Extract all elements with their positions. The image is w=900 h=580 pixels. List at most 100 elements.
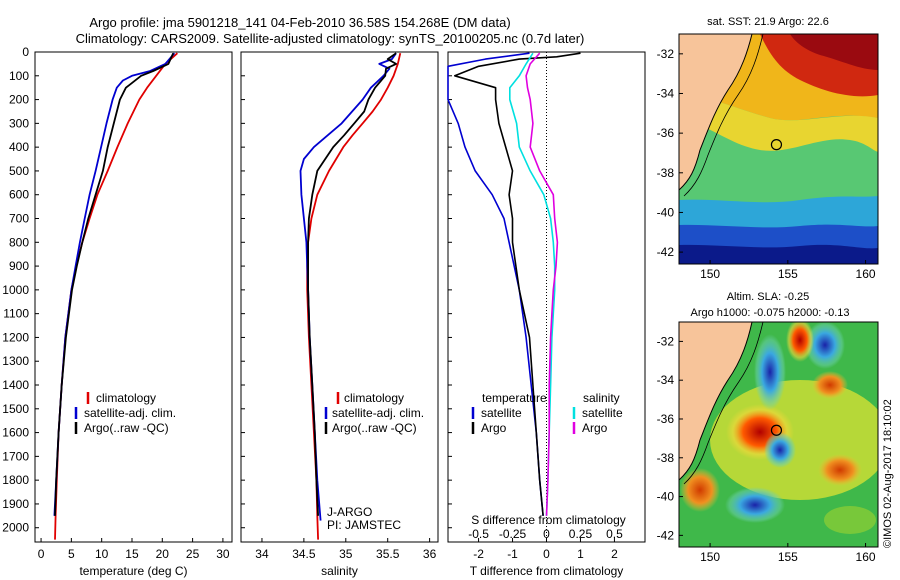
x-tick-label: -1 [507,547,518,561]
x-axis-label: salinity [321,564,358,578]
sla-map-title-line2: Argo h1000: -0.075 h2000: -0.13 [690,307,849,319]
lat-tick-label: -36 [657,412,675,426]
depth-tick-label: 1700 [2,449,29,463]
depth-tick-label: 1200 [2,330,29,344]
temperature-panel [34,51,233,543]
legend-label-s-satellite: satellite [582,406,623,420]
x-tick-label: 30 [216,547,230,561]
lat-tick-label: -42 [657,528,675,542]
legend-header-temperature: temperature [482,391,547,405]
lat-tick-label: -34 [657,86,675,100]
difference-legend: temperature salinity satellite Argo sate… [471,391,623,435]
legend-label-t-argo: Argo [481,421,507,435]
s-axis-label: S difference from climatology [471,513,626,527]
x-axis-label: temperature (deg C) [79,564,187,578]
depth-tick-label: 1500 [2,402,29,416]
lat-tick-label: -32 [657,334,675,348]
depth-tick-label: 200 [9,93,29,107]
sla-cold-eddy-north [754,334,786,410]
imos-credit: ©IMOS 02-Aug-2017 18:10:02 [882,399,894,548]
x-tick-label: 5 [68,547,75,561]
lon-tick-label: 155 [778,267,798,281]
sla-green-region [824,506,876,534]
legend-label-argo: Argo(..raw -QC) [332,421,417,435]
legend-label-t-satellite: satellite [481,406,522,420]
depth-tick-label: 1400 [2,378,29,392]
figure-title-line2: Climatology: CARS2009. Satellite-adjuste… [76,31,585,46]
salinity-legend: climatology satellite-adj. clim. Argo(..… [324,391,424,532]
sla-warm-eddy-southeast [818,454,862,486]
x-tick-label: 2 [611,547,618,561]
x-tick-label: 36 [423,547,437,561]
sst-coldest-region [679,244,878,264]
depth-tick-label: 1900 [2,497,29,511]
salinity-panel [240,51,439,543]
x-tick-label: 0 [38,547,45,561]
temperature-chart: 0 5 10 15 20 25 30 temperature (deg C) [38,52,230,578]
sla-float-position-marker [770,424,783,436]
depth-tick-label: 400 [9,140,29,154]
series-line-2 [54,52,175,516]
lat-tick-label: -36 [657,126,675,140]
sla-map-title-line1: Altim. SLA: -0.25 [727,291,810,303]
depth-tick-label: 1300 [2,354,29,368]
depth-tick-label: 1000 [2,283,29,297]
x-tick-label: 15 [125,547,139,561]
sst-hottest-region [790,34,878,70]
project-label: J-ARGO [327,505,372,519]
sst-map-axes: -32 -34 -36 -38 -40 -42 150 155 160 [657,47,876,281]
depth-tick-label: 700 [9,212,29,226]
lat-tick-label: -32 [657,47,675,61]
sla-warm-eddy-west [680,468,720,512]
sst-map-frame [678,33,879,265]
lat-tick-label: -38 [657,166,675,180]
sst-float-position-marker [770,139,783,151]
s-tick-label: -0.25 [499,527,527,541]
sla-coastline [679,322,753,481]
depth-tick-label: 0 [22,45,29,59]
lat-tick-label: -38 [657,451,675,465]
x-tick-label: 10 [95,547,109,561]
x-tick-label: 0 [543,547,550,561]
sla-land [679,322,752,480]
sst-isobath [683,34,764,197]
sla-warm-eddy-east [812,371,848,399]
sst-yellow-front [679,92,878,152]
sst-coastline [679,34,753,191]
sla-cold-eddy-south [725,487,785,523]
series-line-3 [525,52,559,516]
s-tick-label: 0.5 [606,527,623,541]
lon-tick-label: 160 [856,267,876,281]
legend-label-argo: Argo(..raw -QC) [84,421,169,435]
x-tick-label: 35.5 [376,547,400,561]
s-tick-label: 0 [543,527,550,541]
sla-cold-eddy-center [764,432,796,468]
series-line-0 [447,52,544,516]
series-line-2 [307,52,398,516]
lat-tick-label: -42 [657,245,675,259]
lat-tick-label: -40 [657,205,675,219]
difference-chart: -2 -1 0 1 2 T difference from climatology S di… [447,52,626,578]
sla-isobath [683,322,764,485]
legend-label-satellite: satellite-adj. clim. [332,406,424,420]
series-line-2 [508,52,556,516]
sst-map-title: sat. SST: 21.9 Argo: 22.6 [707,16,829,28]
depth-tick-label: 300 [9,116,29,130]
pi-label: PI: JAMSTEC [327,518,401,532]
depth-tick-label: 800 [9,235,29,249]
sla-map-axes: -32 -34 -36 -38 -40 -42 150 155 160 [657,334,876,564]
x-tick-label: 25 [186,547,200,561]
depth-tick-label: 500 [9,164,29,178]
legend-label-satellite: satellite-adj. clim. [84,406,176,420]
x-tick-label: 34.5 [292,547,316,561]
sla-map-frame [678,321,879,548]
sst-map: -32 -34 -36 -38 -40 -42 150 155 160 [657,33,879,281]
legend-label-climatology: climatology [344,391,404,405]
legend-header-salinity: salinity [583,391,620,405]
lon-tick-label: 150 [700,267,720,281]
lon-tick-label: 160 [856,550,876,564]
salinity-chart: 34 34.5 35 35.5 36 salinity [255,52,437,578]
x-tick-label: 34 [255,547,269,561]
sla-warm-eddy-north [786,322,814,362]
